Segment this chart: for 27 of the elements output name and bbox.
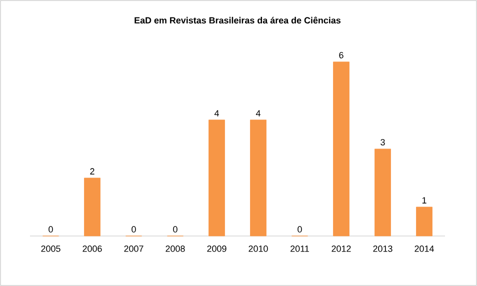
data-label: 6 xyxy=(339,52,344,58)
bar xyxy=(374,148,391,236)
bar xyxy=(208,120,225,236)
x-tick-label: 2014 xyxy=(414,246,434,252)
x-tick-label: 2006 xyxy=(82,246,102,252)
bar xyxy=(416,206,432,236)
data-label: 4 xyxy=(214,110,219,116)
x-tick-label: 2005 xyxy=(41,246,60,252)
x-tick-label: 2007 xyxy=(124,246,144,252)
chart-title: EaD em Revistas Brasileiras da área de Ciências xyxy=(134,16,341,24)
x-tick-label: 2008 xyxy=(166,246,185,252)
x-tick-label: 2011 xyxy=(290,246,309,252)
x-tick-label: 2009 xyxy=(207,246,226,252)
bar xyxy=(250,120,266,236)
data-label: 0 xyxy=(132,226,136,232)
data-label: 4 xyxy=(256,110,260,116)
data-label: 0 xyxy=(298,226,302,232)
data-label: 3 xyxy=(380,139,385,146)
x-tick-label: 2010 xyxy=(248,246,268,252)
data-label: 0 xyxy=(48,226,53,232)
bar xyxy=(333,62,350,236)
bar xyxy=(84,178,100,236)
data-label: 1 xyxy=(422,197,426,204)
data-label: 0 xyxy=(173,226,178,232)
x-tick-label: 2013 xyxy=(373,246,392,252)
x-tick-label: 2012 xyxy=(332,246,351,252)
data-label: 2 xyxy=(90,168,94,174)
